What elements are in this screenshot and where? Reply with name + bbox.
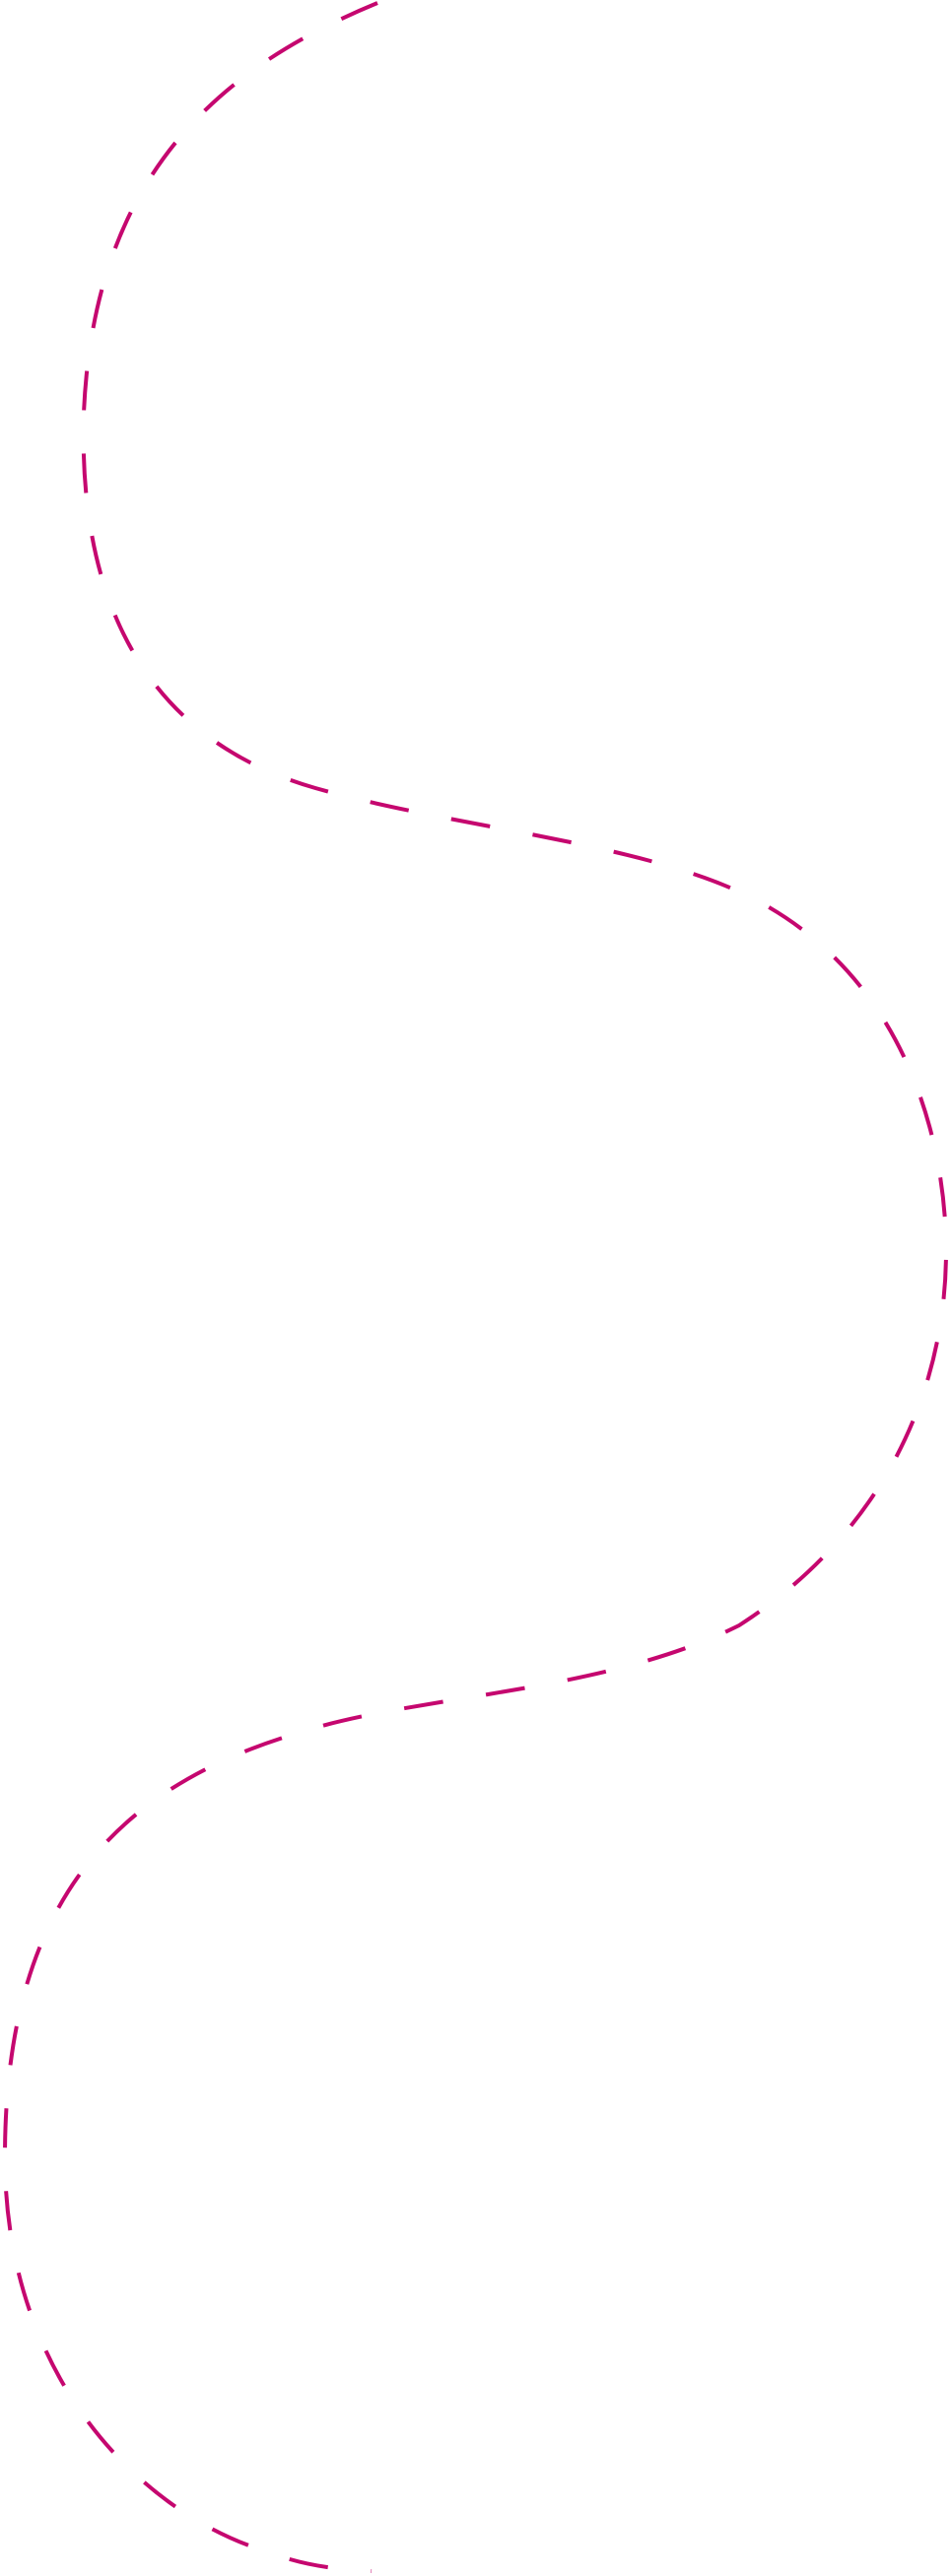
dashed-wavy-path — [2, 1, 949, 2573]
decorative-canvas — [2, 1, 949, 2573]
dashed-wavy-path-graphic — [2, 1, 949, 2573]
